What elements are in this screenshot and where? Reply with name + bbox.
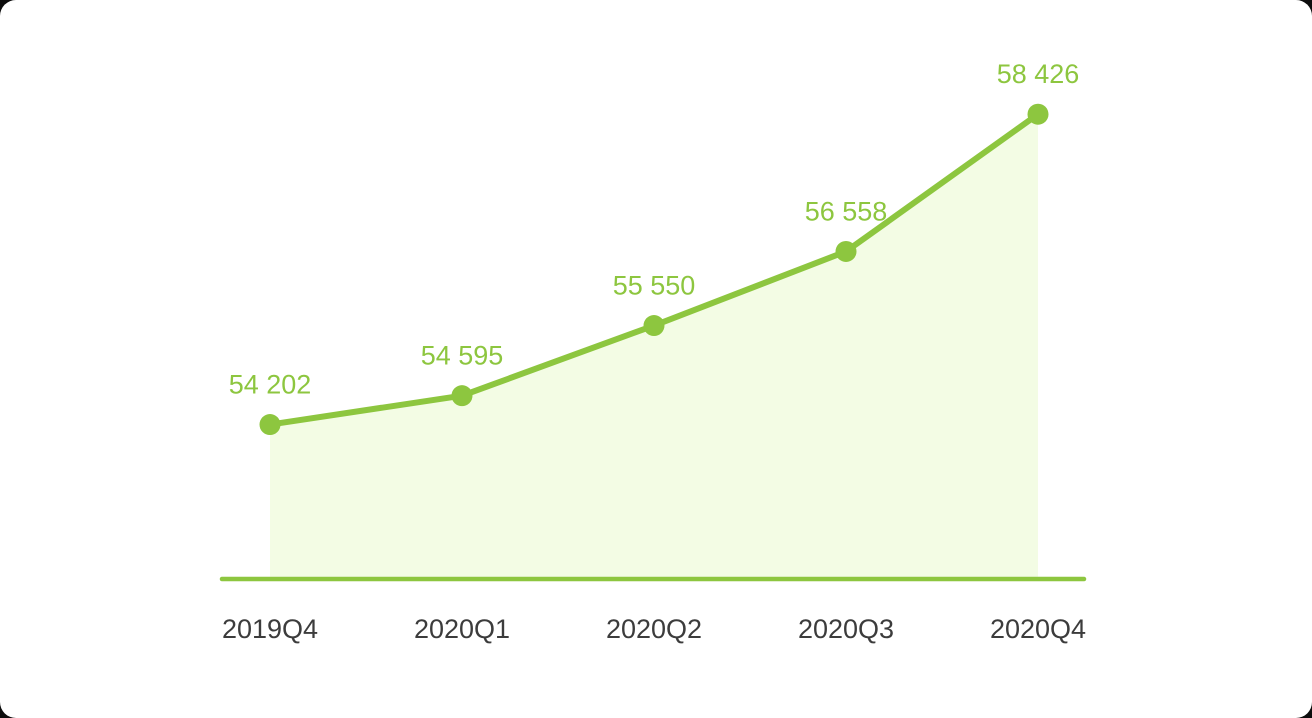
data-point-label: 54 202	[229, 370, 312, 400]
x-axis-label: 2019Q4	[222, 614, 318, 644]
x-axis-label: 2020Q2	[606, 614, 702, 644]
area-fill	[270, 114, 1038, 577]
data-point	[1027, 103, 1049, 125]
data-point	[451, 385, 473, 407]
data-point	[835, 240, 857, 262]
x-axis-label: 2020Q1	[414, 614, 510, 644]
data-point-label: 55 550	[613, 271, 696, 301]
data-point-label: 54 595	[421, 341, 504, 371]
x-axis-label: 2020Q4	[990, 614, 1086, 644]
data-point	[643, 315, 665, 337]
data-point	[259, 414, 281, 436]
data-point-label: 58 426	[997, 59, 1080, 89]
x-axis-label: 2020Q3	[798, 614, 894, 644]
data-point-label: 56 558	[805, 196, 888, 226]
